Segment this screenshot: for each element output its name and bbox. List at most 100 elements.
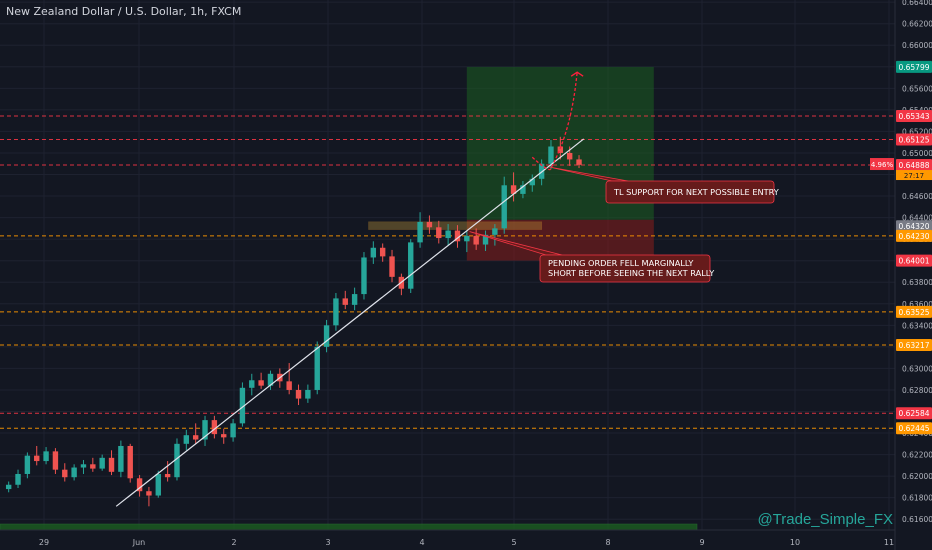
candle xyxy=(492,224,498,246)
candle xyxy=(464,230,470,253)
candle xyxy=(351,287,358,311)
price-label-text: 0.63525 xyxy=(898,308,929,317)
candle xyxy=(510,172,517,202)
price-label-badge xyxy=(896,159,932,172)
candle xyxy=(192,423,199,444)
candle-body xyxy=(99,457,105,469)
candle xyxy=(71,464,77,481)
candle xyxy=(361,252,367,300)
candle-body xyxy=(305,389,311,399)
candle xyxy=(370,241,377,264)
y-tick-label: 0.62800 xyxy=(902,386,932,395)
candle-body xyxy=(146,491,152,496)
candle-body xyxy=(174,443,180,478)
y-tick-label: 0.63800 xyxy=(902,278,932,287)
y-tick-label: 0.61600 xyxy=(902,515,932,524)
candle xyxy=(408,239,414,294)
candle-body xyxy=(5,484,12,490)
x-tick-label: 9 xyxy=(699,538,704,547)
price-label-badge xyxy=(896,339,932,352)
callout-text: SHORT BEFORE SEEING THE NEXT RALLY xyxy=(548,268,715,278)
callout-text: TL SUPPORT FOR NEXT POSSIBLE ENTRY xyxy=(613,187,780,197)
candle xyxy=(230,419,236,442)
candle xyxy=(529,174,535,192)
candle-body xyxy=(267,373,274,386)
candle-body xyxy=(239,387,246,424)
y-tick-label: 0.65600 xyxy=(902,84,932,93)
callout-box xyxy=(605,180,775,204)
price-label-text: 0.65799 xyxy=(898,63,929,72)
candle xyxy=(155,470,161,498)
candle xyxy=(249,373,255,396)
candle xyxy=(258,372,264,389)
x-tick-label: 2 xyxy=(231,538,236,547)
y-tick-label: 0.64600 xyxy=(902,192,932,201)
y-tick-label: 0.65000 xyxy=(902,149,932,158)
candle xyxy=(333,293,339,331)
pending-order-zone xyxy=(368,221,543,230)
candle xyxy=(436,220,442,244)
candle-body xyxy=(52,451,59,470)
candle xyxy=(379,243,386,262)
price-label-text: 0.65125 xyxy=(898,136,929,145)
candle xyxy=(286,363,292,395)
candle xyxy=(164,461,171,482)
candle xyxy=(62,463,68,482)
price-label-text: 0.64888 xyxy=(898,161,929,170)
candle-body xyxy=(136,478,143,492)
candle-body xyxy=(192,435,199,440)
bottom-band xyxy=(0,523,698,531)
candle-body xyxy=(15,473,21,485)
candle-body xyxy=(576,159,582,165)
change-badge xyxy=(870,158,894,171)
price-label-badge xyxy=(896,220,932,233)
grid xyxy=(0,0,895,530)
candle xyxy=(221,428,227,444)
candle-body xyxy=(566,152,573,160)
candle xyxy=(454,225,461,248)
candle-body xyxy=(417,221,423,243)
candle xyxy=(34,445,40,466)
candle xyxy=(52,448,59,474)
callout-box xyxy=(539,254,711,283)
candle-body xyxy=(492,228,498,235)
price-label-text: 0.62445 xyxy=(898,424,929,433)
candle-body xyxy=(230,423,236,438)
y-tick-label: 0.62200 xyxy=(902,451,932,460)
candle-body xyxy=(286,381,292,390)
candle xyxy=(183,429,190,451)
candle xyxy=(267,370,274,390)
candle-body xyxy=(80,464,87,468)
candle-body xyxy=(249,380,255,388)
price-label-badge xyxy=(896,254,932,267)
x-tick-label: Jun xyxy=(132,538,146,547)
candle-body xyxy=(408,242,414,289)
x-tick-label: 4 xyxy=(419,538,424,547)
candle-body xyxy=(464,235,470,242)
projection-arrowhead xyxy=(570,71,584,77)
candle xyxy=(108,450,115,476)
candle-body xyxy=(164,473,171,478)
price-label-badge xyxy=(896,422,932,435)
candle-body xyxy=(333,298,339,326)
price-label-text: 0.65343 xyxy=(898,112,929,121)
candle-body xyxy=(436,227,442,239)
trendline xyxy=(115,138,585,507)
candle-body xyxy=(43,451,49,462)
candle-body xyxy=(426,221,433,228)
candle xyxy=(174,438,180,481)
candle-body xyxy=(370,247,377,258)
candle xyxy=(314,341,320,395)
candle-body xyxy=(342,298,348,305)
y-tick-label: 0.63400 xyxy=(902,321,932,330)
y-tick-label: 0.63600 xyxy=(902,300,932,309)
chart-title: New Zealand Dollar / U.S. Dollar, 1h, FX… xyxy=(6,5,241,18)
candle-body xyxy=(557,146,564,153)
candle xyxy=(445,224,451,246)
candle xyxy=(239,382,246,427)
candle xyxy=(482,230,489,251)
candle xyxy=(211,415,218,439)
candle-body xyxy=(520,185,526,194)
price-label-badge xyxy=(896,110,932,123)
